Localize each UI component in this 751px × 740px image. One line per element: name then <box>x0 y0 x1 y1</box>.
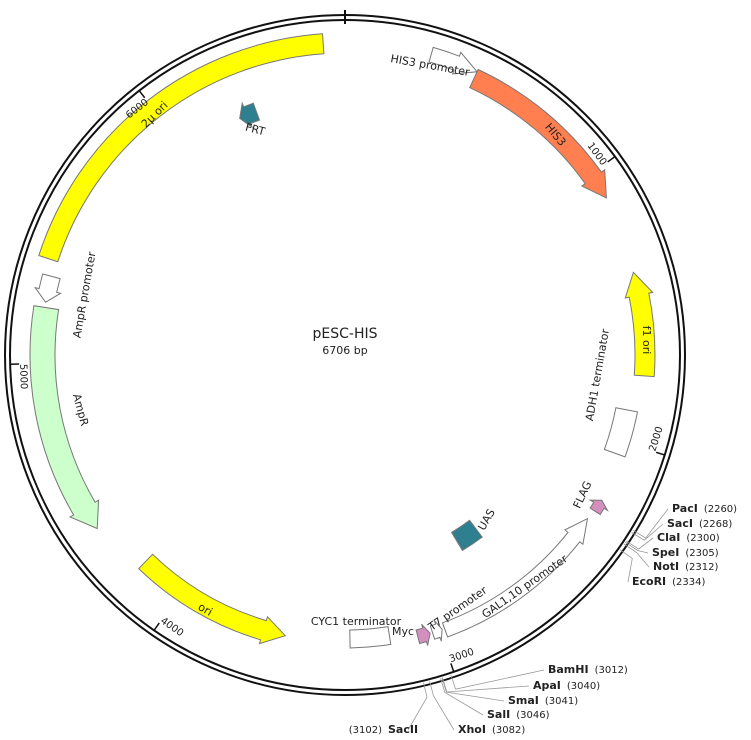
tick-mark <box>138 90 146 99</box>
site-position: (3102) <box>349 725 382 736</box>
site-line <box>442 677 530 693</box>
plasmid-length: 6706 bp <box>322 344 367 357</box>
site-position: (2260) <box>704 504 737 515</box>
site-position: (3012) <box>595 665 628 676</box>
site-position: (2300) <box>686 533 719 544</box>
feature-label: GAL1,10 promoter <box>480 552 571 621</box>
feature-arrow <box>588 499 609 516</box>
site-line <box>429 681 455 731</box>
feature-label: AmpR <box>70 392 91 427</box>
site-position: (2305) <box>685 548 718 559</box>
site-line <box>625 537 654 550</box>
site-line <box>623 543 650 568</box>
feature-arrow <box>34 273 62 303</box>
tick-mark <box>153 622 160 631</box>
feature-label: f1 ori <box>640 326 653 355</box>
site-name: ClaI <box>657 531 680 544</box>
site-name: SpeI <box>652 546 679 559</box>
feature-arrow <box>349 626 392 649</box>
site-position: (3040) <box>567 681 600 692</box>
feature-label: ADH1 terminator <box>583 327 612 422</box>
site-line <box>450 669 545 690</box>
site-line <box>407 682 428 731</box>
site-line <box>619 549 633 583</box>
feature-label: ori <box>196 600 215 618</box>
feature-label: UAS <box>475 507 498 533</box>
site-name: SalI <box>487 708 510 721</box>
feature-arrow <box>441 517 589 638</box>
feature-label: CYC1 terminator <box>311 615 402 628</box>
feature-arrow <box>137 553 287 645</box>
site-name: EcoRI <box>632 575 666 588</box>
site-name: SmaI <box>508 694 539 707</box>
site-line <box>624 541 649 554</box>
feature-label: FLAG <box>571 479 595 510</box>
feature-arrow <box>428 46 479 75</box>
site-position: (3041) <box>545 696 578 707</box>
site-position: (3082) <box>492 725 525 736</box>
feature-label: Myc <box>392 625 414 638</box>
site-line <box>632 508 669 539</box>
plasmid-name: pESC-HIS <box>313 326 378 342</box>
feature-label: AmpR promoter <box>71 250 99 339</box>
feature-arrow <box>603 407 639 458</box>
feature-arrow <box>415 623 431 646</box>
tick-mark <box>655 451 665 456</box>
tick-label: 3000 <box>448 647 476 666</box>
site-position: (2268) <box>699 519 732 530</box>
feature-arrow <box>29 305 100 530</box>
feature-arrow <box>38 33 325 263</box>
site-name: PacI <box>672 502 698 515</box>
site-name: NotI <box>653 560 679 573</box>
site-position: (2334) <box>672 577 705 588</box>
site-line <box>440 678 484 716</box>
site-position: (2312) <box>685 562 718 573</box>
site-line <box>441 677 505 702</box>
site-name: SacI <box>667 517 693 530</box>
tick-label: 2000 <box>648 425 666 453</box>
site-name: ApaI <box>533 679 561 692</box>
site-name: SacII <box>388 723 418 736</box>
site-name: XhoI <box>458 723 486 736</box>
feature-arrow <box>239 101 261 129</box>
feature-label: FRT <box>244 121 267 139</box>
feature-arrow <box>450 519 483 552</box>
tick-mark <box>607 155 616 163</box>
tick-label: 5000 <box>17 364 29 390</box>
site-name: BamHI <box>548 663 589 676</box>
feature-arrow <box>429 620 443 642</box>
feature-arrow <box>469 68 607 199</box>
tick-mark <box>450 663 455 673</box>
site-position: (3046) <box>516 710 549 721</box>
feature-arrow <box>624 271 656 378</box>
site-line <box>631 523 664 541</box>
